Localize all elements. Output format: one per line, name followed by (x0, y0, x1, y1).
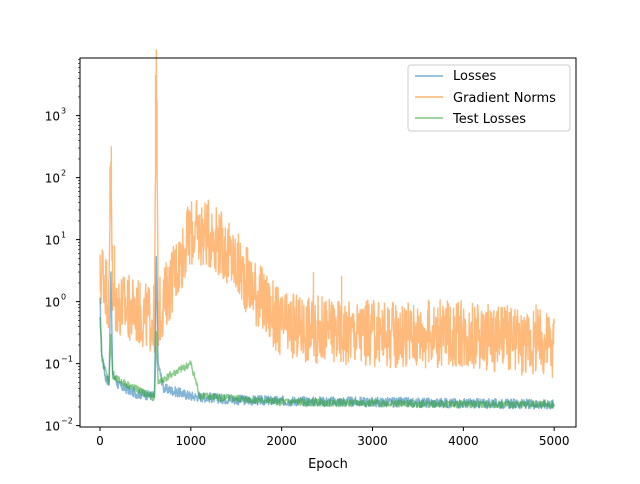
x-tick-label: 0 (96, 434, 104, 448)
series-line-test-losses (99, 316, 555, 409)
y-tick-exponent: 0 (61, 293, 66, 302)
legend: Losses Gradient Norms Test Losses (407, 64, 571, 132)
plot-frame (79, 57, 577, 428)
y-tick-label: 10 (45, 358, 60, 372)
x-tick-label: 2000 (266, 434, 297, 448)
legend-label-losses: Losses (453, 69, 497, 84)
y-tick-label: 10 (45, 234, 60, 248)
y-tick-exponent: −1 (61, 355, 73, 364)
y-tick-label: 10 (45, 296, 60, 310)
legend-label-test-losses: Test Losses (452, 112, 526, 127)
y-tick-exponent: 3 (61, 107, 66, 116)
y-tick-label: 10 (45, 110, 60, 124)
plot-lines (99, 49, 555, 410)
y-tick-label: 10 (45, 172, 60, 186)
y-tick-exponent: −2 (61, 417, 73, 426)
x-axis: 0 1000 2000 3000 4000 5000 (96, 427, 569, 448)
series-line-gradient-norms (99, 49, 555, 378)
y-tick-exponent: 2 (61, 169, 66, 178)
x-tick-label: 5000 (539, 434, 570, 448)
legend-box (407, 64, 571, 132)
x-tick-label: 4000 (448, 434, 479, 448)
x-tick-label: 1000 (176, 434, 207, 448)
y-tick-exponent: 1 (61, 231, 66, 240)
y-tick-label: 10 (45, 420, 60, 434)
x-axis-label: Epoch (308, 457, 348, 472)
x-tick-label: 3000 (357, 434, 388, 448)
legend-label-gradient-norms: Gradient Norms (453, 91, 556, 106)
